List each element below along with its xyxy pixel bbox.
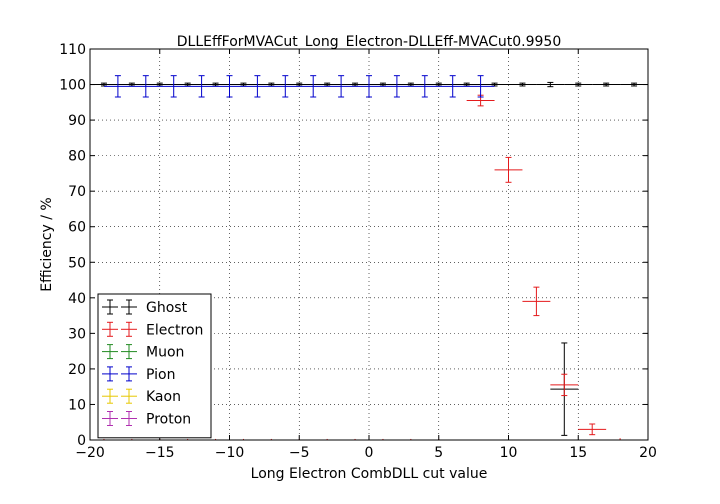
y-axis-title: Efficiency / % xyxy=(39,197,55,291)
legend-entry-muon: Muon xyxy=(102,344,184,361)
pion-point xyxy=(271,75,300,98)
pion-point xyxy=(187,75,216,98)
pion-point xyxy=(410,75,439,98)
ghost-point xyxy=(592,82,621,87)
x-tick-label: 10 xyxy=(500,445,518,461)
legend-label-proton: Proton xyxy=(146,412,191,428)
y-tick-label: 110 xyxy=(59,42,86,58)
electron-point xyxy=(522,286,551,317)
legend-label-electron: Electron xyxy=(146,322,203,338)
chart-title: DLLEffForMVACut_Long_Electron-DLLEff-MVA… xyxy=(177,34,561,50)
legend-entry-ghost: Ghost xyxy=(102,299,188,316)
y-tick-label: 70 xyxy=(68,184,86,200)
ghost-point xyxy=(564,82,593,87)
x-tick-label: 20 xyxy=(639,445,657,461)
y-tick-label: 10 xyxy=(68,397,86,413)
electron-point xyxy=(494,156,523,183)
y-tick-label: 30 xyxy=(68,326,86,342)
legend-label-ghost: Ghost xyxy=(146,300,188,316)
x-tick-label: −20 xyxy=(75,445,105,461)
legend-label-kaon: Kaon xyxy=(146,389,181,405)
y-tick-label: 50 xyxy=(68,255,86,271)
ghost-point xyxy=(508,82,537,87)
x-tick-label: 5 xyxy=(434,445,443,461)
y-tick-label: 40 xyxy=(68,291,86,307)
x-tick-label: −10 xyxy=(215,445,245,461)
legend-entry-pion: Pion xyxy=(102,366,175,383)
x-tick-label: 15 xyxy=(569,445,587,461)
y-tick-label: 0 xyxy=(77,433,86,449)
y-tick-label: 60 xyxy=(68,220,86,236)
y-tick-label: 100 xyxy=(59,78,86,94)
pion-point xyxy=(466,75,495,98)
x-tick-label: 0 xyxy=(365,445,374,461)
pion-point xyxy=(103,75,132,98)
pion-point xyxy=(327,75,356,98)
x-axis-title: Long Electron CombDLL cut value xyxy=(251,466,488,482)
pion-point xyxy=(215,75,244,98)
pion-point xyxy=(131,75,160,98)
legend-entry-kaon: Kaon xyxy=(102,388,181,405)
pion-point xyxy=(438,75,467,98)
legend-label-pion: Pion xyxy=(146,367,175,383)
pion-point xyxy=(299,75,328,98)
legend-box xyxy=(97,293,212,439)
tick-layer: −20 −15 −10 −5 0 5 10 15 20 0 10 20 30 40 50 60 70 80 90 10… xyxy=(59,42,657,461)
pion-point xyxy=(382,75,411,98)
y-tick-label: 80 xyxy=(68,149,86,165)
legend-entry-proton: Proton xyxy=(102,411,191,428)
pion-point xyxy=(159,75,188,98)
ghost-point xyxy=(536,81,565,88)
x-tick-label: −5 xyxy=(289,445,310,461)
legend-label-muon: Muon xyxy=(146,345,184,361)
electron-point xyxy=(550,373,579,397)
legend: Ghost Electron Muon Pion Kaon Proton xyxy=(97,293,212,439)
electron-point xyxy=(578,423,607,436)
y-tick-label: 20 xyxy=(68,362,86,378)
y-tick-label: 90 xyxy=(68,113,86,129)
legend-entry-electron: Electron xyxy=(102,321,203,338)
pion-point xyxy=(355,75,383,98)
pion-point xyxy=(243,75,272,98)
x-tick-label: −15 xyxy=(145,445,175,461)
